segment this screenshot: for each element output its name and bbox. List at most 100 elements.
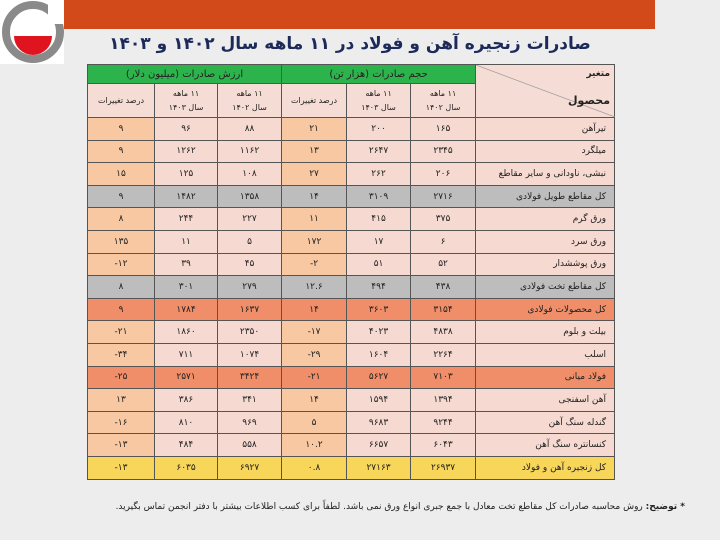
table-row: کل زنجیره آهن و فولاد ۲۶۹۳۷ ۲۷۱۶۳ ۰.۸ ۶۹۲۷ ۶۰… [86, 455, 616, 480]
val-1402-cell: ۱۶۳۷ [217, 297, 283, 322]
vol-1402-cell: ۲۲۶۴ [410, 342, 477, 367]
exports-table: متغیر محصول حجم صادرات (هزار تن) ارزش صا… [86, 64, 616, 480]
table-row: نبشی، ناودانی و سایر مقاطع ۲۰۶ ۲۶۲ ۲۷ ۱۰۸ ۱۲۵… [86, 162, 616, 186]
top-banner [64, 0, 655, 29]
table-row: آهن اسفنجی ۱۳۹۴ ۱۵۹۴ ۱۴ ۳۴۱ ۳۸۶ ۱۳ [86, 388, 616, 412]
vol-change-cell: -۲ [281, 252, 348, 277]
table-row: میلگرد ۲۳۴۵ ۲۶۴۷ ۱۳ ۱۱۶۲ ۱۲۶۲ ۹ [86, 139, 616, 164]
val-1402-cell: ۱۰۷۴ [217, 342, 283, 367]
vol-1402-cell: ۹۲۴۴ [410, 410, 477, 435]
val-change-cell: ۱۳۵ [86, 229, 156, 254]
vol-change-cell: ۲۱ [281, 117, 348, 141]
table-row: کل محصولات فولادی ۳۱۵۴ ۳۶۰۳ ۱۴ ۱۶۳۷ ۱۷۸۴ ۹ [86, 297, 616, 322]
val-1403-cell: ۸۱۰ [154, 410, 219, 435]
val-change-cell: ۱۳ [86, 388, 156, 412]
val-change-cell: ۹ [86, 117, 156, 141]
table-row: تیرآهن ۱۶۵ ۲۰۰ ۲۱ ۸۸ ۹۶ ۹ [86, 117, 616, 141]
vol-1403-cell: ۳۶۰۳ [346, 297, 412, 322]
product-cell: کنسانتره سنگ آهن [475, 433, 616, 457]
table-row: فولاد میانی ۷۱۰۳ ۵۶۲۷ -۲۱ ۳۴۲۴ ۲۵۷۱ -۲۵ [86, 365, 616, 390]
vol-change-cell: ۵ [281, 410, 348, 435]
vol-1403-cell: ۴۰۲۳ [346, 320, 412, 344]
product-cell: کل محصولات فولادی [475, 297, 616, 322]
product-cell: آهن اسفنجی [475, 388, 616, 412]
vol-1402-header: ۱۱ ماهه سال ۱۴۰۲ [410, 83, 477, 118]
val-1402-cell: ۵ [217, 229, 283, 254]
vol-change-cell: -۲۹ [281, 342, 348, 367]
col-label: ۱۱ ماهه [236, 88, 263, 98]
product-cell: نبشی، ناودانی و سایر مقاطع [475, 162, 616, 186]
val-change-cell: -۱۲ [86, 252, 156, 277]
val-1403-cell: ۷۱۱ [154, 342, 219, 367]
val-1402-cell: ۶۹۲۷ [217, 455, 283, 480]
val-change-cell: ۹ [86, 184, 156, 209]
value-group-header: ارزش صادرات (میلیون دلار) [86, 64, 283, 84]
vol-1403-cell: ۶۶۵۷ [346, 433, 412, 457]
val-1403-cell: ۲۴۴ [154, 207, 219, 231]
association-logo [0, 0, 64, 64]
val-1403-cell: ۱۷۸۴ [154, 297, 219, 322]
vol-change-cell: ۱۷۲ [281, 229, 348, 254]
vol-change-header: درصد تغییرات [281, 83, 348, 118]
vol-1403-cell: ۳۱۰۹ [346, 184, 412, 209]
vol-1402-cell: ۶۰۴۳ [410, 433, 477, 457]
val-1402-cell: ۳۴۱ [217, 388, 283, 412]
val-1403-cell: ۴۸۴ [154, 433, 219, 457]
val-change-cell: ۸ [86, 207, 156, 231]
product-cell: میلگرد [475, 139, 616, 164]
vol-1402-cell: ۴۳۸ [410, 275, 477, 299]
col-label: سال ۱۴۰۳ [168, 102, 204, 112]
val-change-cell: -۱۳ [86, 433, 156, 457]
product-cell: کل زنجیره آهن و فولاد [475, 455, 616, 480]
val-1403-cell: ۳۹ [154, 252, 219, 277]
table-row: ورق سرد ۶ ۱۷ ۱۷۲ ۵ ۱۱ ۱۳۵ [86, 229, 616, 254]
vol-1402-cell: ۵۲ [410, 252, 477, 277]
val-change-cell: -۲۵ [86, 365, 156, 390]
val-change-cell: ۹ [86, 297, 156, 322]
product-cell: تیرآهن [475, 117, 616, 141]
footnote-marker: * توضیح: [645, 502, 685, 512]
col-label: سال ۱۴۰۲ [425, 102, 461, 112]
vol-1402-cell: ۷۱۰۳ [410, 365, 477, 390]
val-1403-cell: ۳۰۱ [154, 275, 219, 299]
val-change-cell: -۱۶ [86, 410, 156, 435]
val-1403-cell: ۲۵۷۱ [154, 365, 219, 390]
vol-1402-cell: ۱۳۹۴ [410, 388, 477, 412]
table-row: اسلب ۲۲۶۴ ۱۶۰۴ -۲۹ ۱۰۷۴ ۷۱۱ -۳۴ [86, 342, 616, 367]
val-1403-cell: ۱۱ [154, 229, 219, 254]
product-cell: فولاد میانی [475, 365, 616, 390]
val-1403-header: ۱۱ ماهه سال ۱۴۰۳ [154, 83, 219, 118]
product-label: محصول [568, 94, 611, 107]
vol-change-cell: -۲۱ [281, 365, 348, 390]
vol-1403-cell: ۲۰۰ [346, 117, 412, 141]
product-cell: ورق پوششدار [475, 252, 616, 277]
vol-change-cell: ۱۳ [281, 139, 348, 164]
val-1402-header: ۱۱ ماهه سال ۱۴۰۲ [217, 83, 283, 118]
vol-1403-cell: ۲۶۲ [346, 162, 412, 186]
vol-1403-cell: ۴۱۵ [346, 207, 412, 231]
table-row: گندله سنگ آهن ۹۲۴۴ ۹۶۸۳ ۵ ۹۶۹ ۸۱۰ -۱۶ [86, 410, 616, 435]
vol-1402-cell: ۲۳۴۵ [410, 139, 477, 164]
val-1402-cell: ۱۰۸ [217, 162, 283, 186]
product-cell: اسلب [475, 342, 616, 367]
val-change-header: درصد تغییرات [86, 83, 156, 118]
vol-1403-cell: ۵۱ [346, 252, 412, 277]
vol-1402-cell: ۲۰۶ [410, 162, 477, 186]
val-1402-cell: ۲۷۹ [217, 275, 283, 299]
vol-1403-cell: ۱۶۰۴ [346, 342, 412, 367]
vol-1402-cell: ۴۸۳۸ [410, 320, 477, 344]
col-label: ۱۱ ماهه [429, 88, 457, 98]
vol-change-cell: ۱۲.۶ [281, 275, 348, 299]
val-1403-cell: ۱۲۵ [154, 162, 219, 186]
col-label: سال ۱۴۰۲ [232, 102, 267, 112]
val-change-cell: -۲۱ [86, 320, 156, 344]
vol-1402-cell: ۲۶۹۳۷ [410, 455, 477, 480]
page-title: صادرات زنجیره آهن و فولاد در ۱۱ ماهه سال… [109, 34, 591, 54]
vol-1402-cell: ۱۶۵ [410, 117, 477, 141]
product-cell: گندله سنگ آهن [475, 410, 616, 435]
val-change-cell: -۳۴ [86, 342, 156, 367]
header-corner-cell: متغیر محصول [475, 64, 616, 118]
val-change-cell: ۹ [86, 139, 156, 164]
val-change-cell: -۱۳ [86, 455, 156, 480]
table-row: کل مقاطع طویل فولادی ۲۷۱۶ ۳۱۰۹ ۱۴ ۱۳۵۸ ۱۴۸۲ ۹ [86, 184, 616, 209]
